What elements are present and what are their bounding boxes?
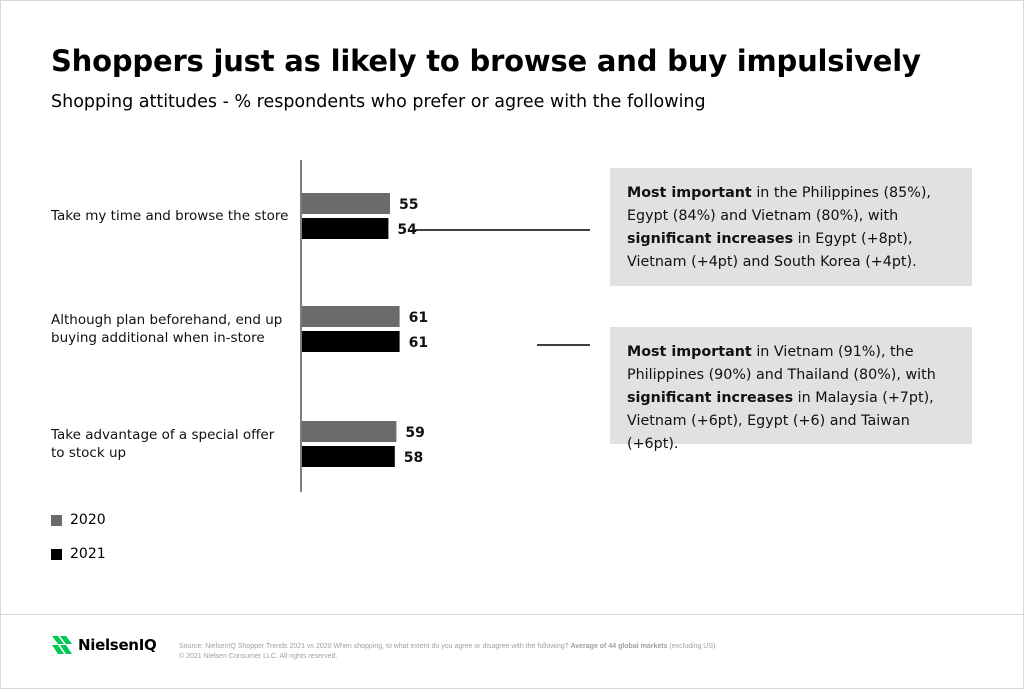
chart-subtitle: Shopping attitudes - % respondents who p…	[51, 92, 706, 112]
chart-title: Shoppers just as likely to browse and bu…	[51, 44, 921, 78]
category-label-3: Take advantage of a special offer to stoc…	[51, 426, 274, 462]
legend-item-2020: 2020	[51, 512, 106, 528]
bar-2020-take-my-time-and-browse-the-st	[302, 193, 390, 214]
category-label-2: Although plan beforehand, end up buying a…	[51, 311, 282, 347]
source-suffix-text: (excluding US)	[667, 643, 716, 650]
callout-2-text-2: in Vietnam (91%), the Philippines (90%) …	[627, 344, 936, 383]
legend-swatch-2020	[51, 514, 62, 526]
legend-label-2021: 2021	[70, 546, 106, 562]
source-bold-text: Average of 44 global markets	[570, 643, 668, 650]
callout-1-text-1: Most important	[627, 185, 752, 201]
source-text: Source: NielsenIQ Shopper Trends 2021 vs…	[179, 643, 571, 650]
value-label-2021-2: 61	[409, 335, 428, 351]
callout-2-text-3: significant increases	[627, 390, 794, 406]
source-line: Source: NielsenIQ Shopper Trends 2021 vs…	[179, 642, 715, 652]
bar-2020-take-advantage-of-a-special-of	[302, 421, 397, 442]
callout-2-text-1: Most important	[627, 344, 752, 360]
copyright-text: © 2021 Nielsen Consumer LLC. All rights …	[179, 653, 338, 660]
category-label-3-line-2: to stock up	[51, 445, 127, 461]
callout-2-text-4: in Malaysia (+7pt), Vietnam (+6pt), Egyp…	[627, 390, 934, 452]
value-label-2020-2: 61	[409, 310, 428, 326]
value-label-2021-1: 54	[397, 222, 417, 238]
bar-2021-take-my-time-and-browse-the-st	[302, 218, 389, 239]
bar-2021-although-plan-beforehand-end-u	[302, 331, 400, 352]
bar-2020-although-plan-beforehand-end-u	[302, 306, 400, 327]
value-label-2021-3: 58	[404, 450, 423, 466]
callout-1-text-3: significant increases	[627, 231, 794, 247]
category-label-1-line-1: Take my time and browse the store	[51, 208, 289, 224]
bar-2021-take-advantage-of-a-special-of	[302, 446, 395, 467]
nielseniq-logo-text: NielsenIQ	[78, 636, 157, 654]
category-label-3-line-1: Take advantage of a special offer	[51, 427, 275, 443]
value-label-2020-3: 59	[405, 425, 424, 441]
nielseniq-logo-icon	[52, 636, 72, 654]
category-label-2-line-1: Although plan beforehand, end up	[51, 312, 283, 328]
footer-divider	[0, 614, 1024, 615]
legend-swatch-2021	[51, 548, 62, 560]
callout-1-text-2: in the Philippines (85%), Egypt (84%) an…	[627, 185, 931, 224]
legend-item-2021: 2021	[51, 546, 106, 562]
callout-box-browse: Most important in the Philippines (85%),…	[610, 168, 972, 286]
callout-box-impulse: Most important in Vietnam (91%), the Phi…	[610, 327, 972, 452]
legend-label-2020: 2020	[70, 512, 106, 528]
callout-1-text-4: in Egypt (+8pt), Vietnam (+4pt) and Sout…	[627, 231, 917, 270]
nielseniq-logo: NielsenIQ	[51, 634, 157, 656]
value-label-2020-1: 55	[399, 197, 418, 213]
category-label-1: Take my time and browse the store	[51, 207, 288, 225]
source-note: Source: NielsenIQ Shopper Trends 2021 vs…	[179, 642, 715, 662]
category-label-2-line-2: buying additional when in-store	[51, 330, 265, 346]
